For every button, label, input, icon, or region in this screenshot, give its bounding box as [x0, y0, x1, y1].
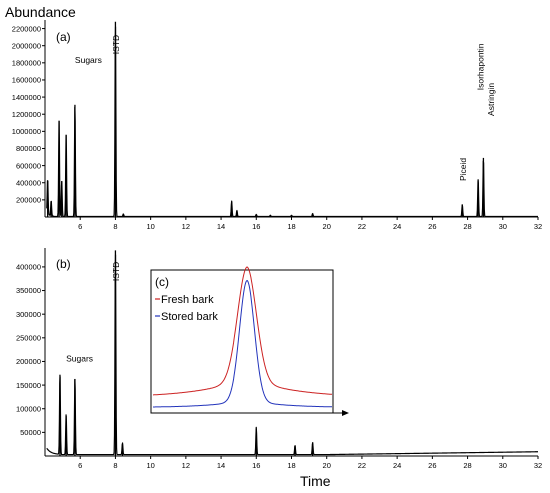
peak-annotation: Sugars [66, 353, 93, 363]
x-tick-label: 20 [323, 222, 331, 231]
y-tick-label: 200000 [16, 357, 41, 366]
x-tick-label: 24 [393, 461, 401, 470]
y-tick-label: 350000 [16, 286, 41, 295]
y-axis-title: Abundance [5, 4, 76, 20]
y-tick-label: 1000000 [12, 127, 41, 136]
x-tick-label: 32 [534, 461, 542, 470]
y-tick-label: 2200000 [12, 24, 41, 33]
panel-c-inset: (c) Fresh bark Stored bark [150, 266, 349, 416]
x-tick-label: 28 [463, 222, 471, 231]
y-tick-label: 100000 [16, 404, 41, 413]
peak-annotation: Sugars [75, 55, 102, 65]
x-tick-label: 12 [182, 461, 190, 470]
x-tick-label: 8 [113, 222, 117, 231]
panel-b-label: (b) [56, 257, 71, 271]
y-tick-label: 800000 [16, 144, 41, 153]
y-tick-label: 1400000 [12, 93, 41, 102]
peak-annotation: Astringin [486, 83, 496, 116]
x-tick-label: 30 [499, 461, 507, 470]
y-tick-label: 1800000 [12, 59, 41, 68]
x-tick-label: 12 [182, 222, 190, 231]
x-tick-label: 6 [78, 461, 82, 470]
x-tick-label: 14 [217, 222, 225, 231]
x-tick-label: 10 [146, 222, 154, 231]
x-tick-label: 10 [146, 461, 154, 470]
peak-annotation: Piceid [458, 158, 468, 181]
legend-stored-label: Stored bark [161, 311, 218, 323]
peak-annotation: Isorhapontin [475, 43, 485, 90]
chromatogram-trace [46, 26, 539, 218]
peak-annotation: ISTD [111, 35, 121, 54]
y-tick-label: 400000 [16, 178, 41, 187]
panel-a-label: (a) [56, 30, 71, 44]
y-tick-label: 200000 [16, 196, 41, 205]
y-tick-label: 600000 [16, 161, 41, 170]
y-tick-label: 2000000 [12, 41, 41, 50]
x-tick-label: 22 [358, 461, 366, 470]
x-tick-label: 32 [534, 222, 542, 231]
y-tick-label: 50000 [20, 428, 41, 437]
x-tick-label: 8 [113, 461, 117, 470]
x-tick-label: 6 [78, 222, 82, 231]
x-tick-label: 28 [463, 461, 471, 470]
x-tick-label: 24 [393, 222, 401, 231]
x-tick-label: 26 [428, 461, 436, 470]
x-tick-label: 16 [252, 222, 260, 231]
y-tick-label: 1200000 [12, 110, 41, 119]
x-tick-label: 14 [217, 461, 225, 470]
x-tick-label: 20 [323, 461, 331, 470]
y-tick-label: 400000 [16, 263, 41, 272]
panel-c-label: (c) [155, 275, 169, 289]
x-tick-label: 22 [358, 222, 366, 231]
inset-frame [150, 269, 334, 414]
y-tick-label: 250000 [16, 334, 41, 343]
y-tick-label: 1600000 [12, 76, 41, 85]
inset-x-axis-arrow [342, 410, 349, 416]
panel-b: (b) 50000 100000 150000 200000 250000 300000 3… [16, 248, 542, 470]
y-tick-label: 150000 [16, 381, 41, 390]
x-tick-label: 26 [428, 222, 436, 231]
x-axis-title: Time [300, 473, 331, 489]
legend-fresh-label: Fresh bark [161, 294, 214, 306]
x-tick-label: 30 [499, 222, 507, 231]
y-tick-label: 300000 [16, 310, 41, 319]
x-tick-label: 18 [287, 222, 295, 231]
x-tick-label: 18 [287, 461, 295, 470]
fresh-bark-trace [153, 266, 332, 396]
stored-bark-trace [153, 280, 332, 408]
panel-a: (a) 200000 400000 600000 800000 1000000 12000… [12, 20, 542, 231]
peak-annotation: ISTD [111, 262, 121, 281]
x-tick-label: 16 [252, 461, 260, 470]
chromatogram-trace [46, 254, 539, 456]
